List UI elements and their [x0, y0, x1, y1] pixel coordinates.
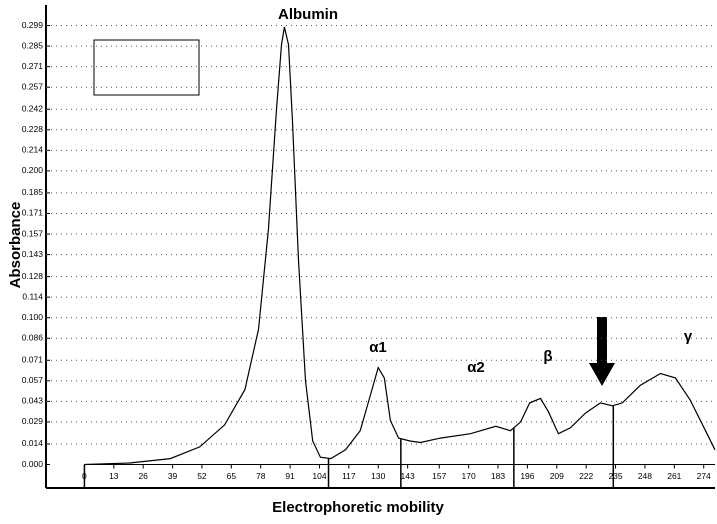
- arrow-head: [589, 363, 615, 386]
- x-tick-label: 130: [371, 471, 385, 481]
- absorbance-curve: [84, 26, 716, 466]
- x-tick-label: 274: [697, 471, 711, 481]
- x-tick-label: 52: [197, 471, 207, 481]
- x-tick-label: 78: [256, 471, 266, 481]
- y-tick-label: 0.043: [22, 396, 44, 406]
- y-tick-label: 0.100: [22, 312, 44, 322]
- x-tick-label: 26: [138, 471, 148, 481]
- x-tick-label: 248: [638, 471, 652, 481]
- y-tick-label: 0.014: [22, 438, 44, 448]
- x-tick-label: 117: [342, 471, 356, 481]
- y-tick-label: 0.086: [22, 333, 44, 343]
- x-tick-label: 39: [168, 471, 178, 481]
- x-tick-label: 104: [312, 471, 326, 481]
- peak-label: α1: [369, 339, 387, 356]
- y-tick-label: 0.228: [22, 124, 44, 134]
- y-tick-label: 0.285: [22, 40, 44, 50]
- y-tick-label: 0.214: [22, 145, 44, 155]
- y-tick-label: 0.157: [22, 228, 44, 238]
- y-tick-label: 0.057: [22, 375, 44, 385]
- y-tick-label: 0.029: [22, 416, 44, 426]
- x-axis-label: Electrophoretic mobility: [272, 499, 444, 516]
- x-tick-label: 65: [227, 471, 237, 481]
- y-tick-label: 0.128: [22, 271, 44, 281]
- y-tick-label: 0.171: [22, 208, 44, 218]
- x-tick-label: 170: [462, 471, 476, 481]
- x-tick-label: 143: [401, 471, 415, 481]
- peak-label: Albumin: [278, 6, 338, 23]
- x-tick-label: 91: [285, 471, 295, 481]
- peak-label: β: [543, 348, 552, 365]
- arrow: [589, 317, 615, 386]
- y-tick-label: 0.257: [22, 81, 44, 91]
- x-tick-label: 261: [667, 471, 681, 481]
- x-tick-label: 209: [550, 471, 564, 481]
- y-tick-label: 0.000: [22, 459, 44, 469]
- y-tick-label: 0.200: [22, 165, 44, 175]
- x-tick-label: 13: [109, 471, 119, 481]
- y-tick-label: 0.071: [22, 355, 44, 365]
- x-tick-label: 222: [579, 471, 593, 481]
- x-tick-label: 183: [491, 471, 505, 481]
- y-tick-label: 0.271: [22, 61, 44, 71]
- y-tick-label: 0.299: [22, 20, 44, 30]
- y-axis-label: Absorbance: [7, 202, 24, 289]
- x-tick-label: 196: [520, 471, 534, 481]
- arrow-shaft: [597, 317, 607, 365]
- y-tick-label: 0.114: [22, 291, 43, 301]
- peak-label: α2: [467, 359, 485, 376]
- y-tick-label: 0.143: [22, 249, 44, 259]
- x-tick-label: 235: [608, 471, 622, 481]
- peak-label: γ: [684, 328, 693, 345]
- x-tick-label: 157: [432, 471, 446, 481]
- y-tick-label: 0.185: [22, 187, 44, 197]
- y-tick-label: 0.242: [22, 103, 44, 113]
- legend-box: [93, 39, 200, 96]
